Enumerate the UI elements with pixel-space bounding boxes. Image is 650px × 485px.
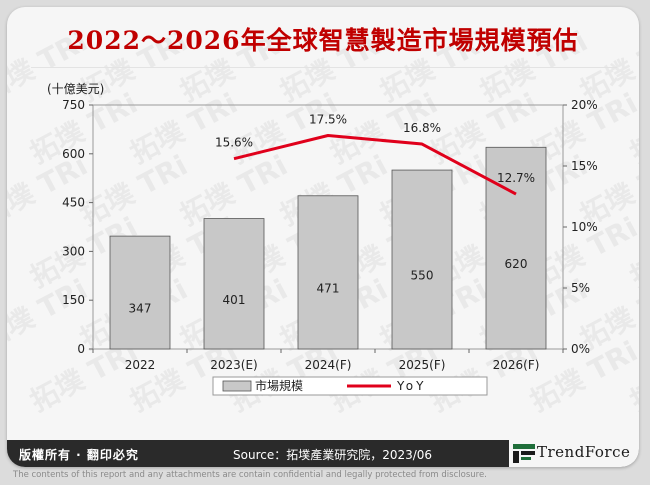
yoy-value-label: 16.8% — [403, 121, 441, 135]
legend: 市場規模 YoY — [212, 376, 488, 396]
trendforce-logo: TrendForce — [509, 440, 639, 467]
bar-value-label: 550 — [411, 269, 434, 283]
yoy-line: 15.6% 17.5% 16.8% 12.7% — [215, 113, 535, 196]
source-note: Source：拓墣產業研究院，2023/06 — [233, 448, 433, 462]
y2-tick-label: 5% — [571, 281, 590, 295]
rights-notice: 版權所有 · 翻印必究 — [19, 448, 139, 462]
bar-2023(E) — [203, 218, 265, 350]
axes: 0 150 300 450 600 750 0% 5% 10% 15% 20% (十億美元) 2022 2… — [47, 82, 598, 372]
y-tick-label: 0 — [77, 342, 85, 356]
y-axis-unit-label: (十億美元) — [47, 82, 104, 96]
y2-tick-label: 15% — [571, 159, 598, 173]
bar-2026(F) — [485, 146, 547, 350]
x-category-label: 2025(F) — [399, 358, 446, 372]
legend-label-bar: 市場規模 — [255, 378, 303, 393]
x-category-label: 2022 — [125, 358, 156, 372]
y-tick-label: 450 — [62, 196, 85, 210]
title-divider — [31, 67, 617, 68]
yoy-series-line — [233, 134, 517, 196]
yoy-value-label: 12.7% — [497, 171, 535, 185]
chart-area: 0 150 300 450 600 750 0% 5% 10% 15% 20% (十億美元) 2022 2… — [47, 82, 598, 396]
y-tick-label: 150 — [62, 293, 85, 307]
logo-wordmark: TrendForce — [537, 443, 631, 461]
disclaimer-text: The contents of this report and any atta… — [13, 470, 487, 480]
yoy-value-label: 17.5% — [309, 113, 347, 127]
trendforce-mark-icon — [513, 444, 535, 463]
y2-tick-label: 0% — [571, 342, 590, 356]
footer-bar: 版權所有 · 翻印必究 Source：拓墣產業研究院，2023/06 Trend… — [7, 440, 639, 467]
bar-value-label: 401 — [223, 293, 246, 307]
x-category-label: 2024(F) — [305, 358, 352, 372]
bar-value-label: 471 — [317, 281, 340, 295]
x-category-label: 2023(E) — [210, 358, 257, 372]
y-tick-label: 750 — [62, 98, 85, 112]
bar-2024(F) — [297, 195, 359, 350]
bar-value-label: 620 — [505, 257, 528, 271]
y2-tick-label: 20% — [571, 98, 598, 112]
bar-2022 — [109, 235, 171, 350]
y2-tick-label: 10% — [571, 220, 598, 234]
legend-swatch-bar — [222, 380, 252, 392]
legend-label-line: YoY — [396, 379, 426, 393]
bars: 347 401 471 550 620 — [109, 146, 547, 350]
y-tick-label: 600 — [62, 147, 85, 161]
x-category-label: 2026(F) — [493, 358, 540, 372]
bar-2025(F) — [391, 169, 453, 350]
y-tick-label: 300 — [62, 244, 85, 258]
bar-value-label: 347 — [129, 302, 152, 316]
yoy-value-label: 15.6% — [215, 136, 253, 150]
chart-title: 2022～2026年全球智慧製造市場規模預估 — [67, 26, 579, 55]
slide-card: 拓墣 TRi 拓墣 TRi 拓墣 TRi 拓墣 TRi 拓墣 TRi 拓墣 TRi 拓墣 T… — [7, 7, 639, 467]
